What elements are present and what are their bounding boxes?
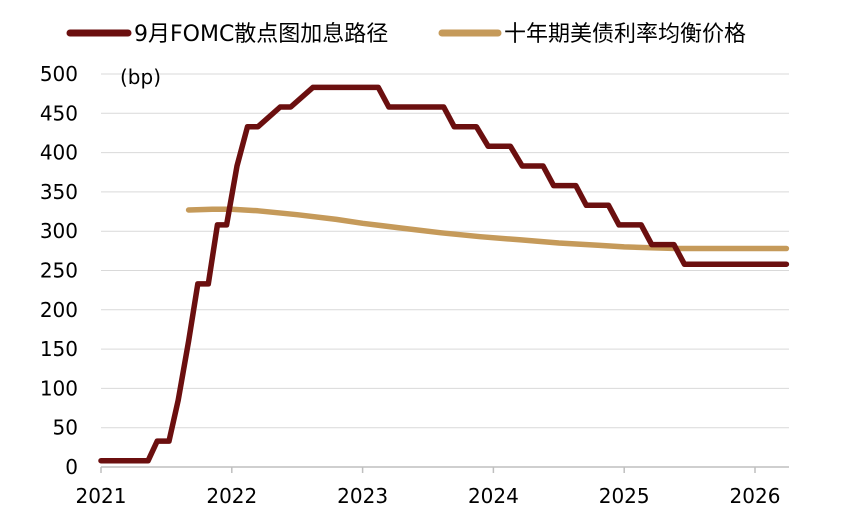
x-tick-label: 2022 <box>206 484 257 508</box>
x-tick-label: 2023 <box>337 484 388 508</box>
y-tick-label: 500 <box>40 62 78 86</box>
y-tick-label: 450 <box>40 101 78 125</box>
series-layer <box>98 84 790 464</box>
legend-label-treasury: 十年期美债利率均衡价格 <box>504 22 746 47</box>
y-tick-label: 150 <box>40 337 78 361</box>
y-tick-label: 50 <box>53 416 78 440</box>
x-tick-label: 2024 <box>468 484 519 508</box>
y-tick-label: 0 <box>65 455 78 479</box>
x-tick-label: 2021 <box>76 484 127 508</box>
legend-item-treasury: 十年期美债利率均衡价格 <box>438 22 746 47</box>
y-tick-label: 300 <box>40 219 78 243</box>
y-tick-label: 200 <box>40 298 78 322</box>
y-tick-label: 250 <box>40 259 78 283</box>
series-line-treasury <box>185 206 790 252</box>
y-tick-label: 400 <box>40 141 78 165</box>
legend-item-fomc: 9月FOMC散点图加息路径 <box>66 22 388 47</box>
legend-label-fomc: 9月FOMC散点图加息路径 <box>134 22 388 47</box>
x-axis: 2021 2022 2023 2024 2025 2026 <box>76 466 789 508</box>
y-tick-label: 350 <box>40 180 78 204</box>
x-tick-label: 2025 <box>599 484 650 508</box>
series-line-fomc <box>98 84 790 464</box>
legend: 9月FOMC散点图加息路径 十年期美债利率均衡价格 <box>66 22 746 47</box>
x-tick-label: 2026 <box>730 484 781 508</box>
y-axis: 0 50 100 150 200 250 300 350 400 450 500 <box>40 62 78 479</box>
unit-label: (bp) <box>120 65 161 89</box>
gridlines <box>101 73 789 429</box>
y-tick-label: 100 <box>40 376 78 400</box>
